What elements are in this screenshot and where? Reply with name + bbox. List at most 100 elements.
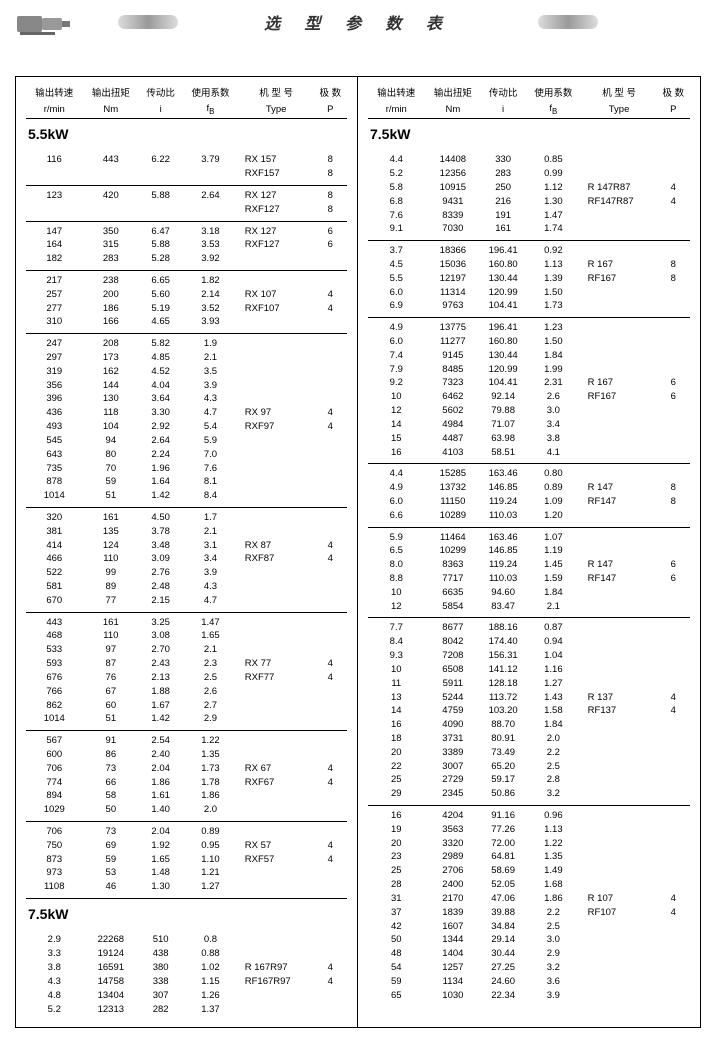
cell: 5854 — [425, 600, 482, 614]
cell: 1.58 — [525, 705, 582, 719]
cell: 110.03 — [481, 509, 525, 523]
cell — [657, 989, 690, 1003]
cell: 1.50 — [525, 336, 582, 350]
cell: 1.35 — [525, 851, 582, 865]
cell: 1.82 — [182, 274, 239, 288]
cell: 113.72 — [481, 691, 525, 705]
cell: 58.69 — [481, 865, 525, 879]
cell: 8042 — [425, 636, 482, 650]
cell — [239, 525, 314, 539]
cell: 67 — [83, 685, 140, 699]
cell: 16591 — [83, 962, 140, 976]
cell — [657, 975, 690, 989]
cell — [314, 567, 347, 581]
cell: RF167 — [582, 391, 657, 405]
cell — [314, 365, 347, 379]
cell: 4.3 — [182, 393, 239, 407]
cell: 2.2 — [525, 906, 582, 920]
cell: 330 — [481, 154, 525, 168]
cell — [657, 865, 690, 879]
cell: 3.52 — [182, 302, 239, 316]
cell: 29.14 — [481, 934, 525, 948]
cell: RF107 — [582, 906, 657, 920]
cell: 65.20 — [481, 760, 525, 774]
cell: 1.68 — [525, 879, 582, 893]
cell: 3.30 — [139, 407, 182, 421]
col-h: i — [481, 101, 525, 118]
cell: 124 — [83, 539, 140, 553]
cell: 5.9 — [182, 434, 239, 448]
cell — [657, 961, 690, 975]
cell: 581 — [26, 581, 83, 595]
cell — [582, 363, 657, 377]
cell: 1014 — [26, 490, 83, 504]
cell: 4 — [657, 181, 690, 195]
cell — [314, 881, 347, 895]
cell: 1607 — [425, 920, 482, 934]
cell — [239, 804, 314, 818]
cell: 6.5 — [368, 545, 425, 559]
cell: 2989 — [425, 851, 482, 865]
cell — [582, 851, 657, 865]
cell: 174.40 — [481, 636, 525, 650]
cell: 50.86 — [481, 788, 525, 802]
cell: 315 — [83, 239, 140, 253]
cell — [239, 511, 314, 525]
cell: 3.2 — [525, 961, 582, 975]
cell: 2.6 — [182, 685, 239, 699]
cell: 1.84 — [525, 349, 582, 363]
cell: 86 — [83, 748, 140, 762]
cell: 110 — [83, 553, 140, 567]
cell: RX 77 — [239, 658, 314, 672]
cell: 545 — [26, 434, 83, 448]
cell: R 107 — [582, 892, 657, 906]
cell: 119.24 — [481, 559, 525, 573]
cell: RX 127 — [239, 189, 314, 203]
cell: 6 — [657, 377, 690, 391]
cell: 110 — [83, 630, 140, 644]
cell: 1.21 — [182, 867, 239, 881]
cell: 1.9 — [182, 338, 239, 352]
cell — [582, 154, 657, 168]
cell: 1.37 — [182, 1003, 239, 1017]
cell — [657, 336, 690, 350]
cell: 58 — [83, 790, 140, 804]
cell: 8 — [314, 168, 347, 182]
cell: RF147 — [582, 573, 657, 587]
cell: 3.08 — [139, 630, 182, 644]
cell: 9.2 — [368, 377, 425, 391]
cell — [582, 650, 657, 664]
cell: 2.54 — [139, 735, 182, 749]
cell: 217 — [26, 274, 83, 288]
cell — [582, 732, 657, 746]
col-h: 使用系数 — [182, 83, 239, 101]
cell — [582, 636, 657, 650]
cell: 4090 — [425, 719, 482, 733]
cell — [582, 975, 657, 989]
left-table: 输出转速 输出扭矩 传动比 使用系数 机 型 号 极 数 r/min Nm i … — [26, 83, 347, 1021]
cell: 79.88 — [481, 405, 525, 419]
cell: 381 — [26, 525, 83, 539]
cell — [582, 663, 657, 677]
cell: 1.84 — [525, 719, 582, 733]
cell — [314, 699, 347, 713]
cell — [657, 934, 690, 948]
cell: 3.1 — [182, 539, 239, 553]
cell: RXF127 — [239, 203, 314, 217]
cell — [239, 567, 314, 581]
cell: 130.44 — [481, 272, 525, 286]
cell — [657, 245, 690, 259]
cell: 118 — [83, 407, 140, 421]
cell: 6 — [314, 225, 347, 239]
cell: 0.94 — [525, 636, 582, 650]
cell: 51 — [83, 713, 140, 727]
cell: 3.4 — [182, 553, 239, 567]
cell: 4 — [657, 195, 690, 209]
cell: 2.14 — [182, 288, 239, 302]
cell: 283 — [83, 253, 140, 267]
cell: 1.26 — [182, 989, 239, 1003]
cell: RX 127 — [239, 225, 314, 239]
cell: 5.88 — [139, 239, 182, 253]
cell: 6508 — [425, 663, 482, 677]
cell: 3.78 — [139, 525, 182, 539]
